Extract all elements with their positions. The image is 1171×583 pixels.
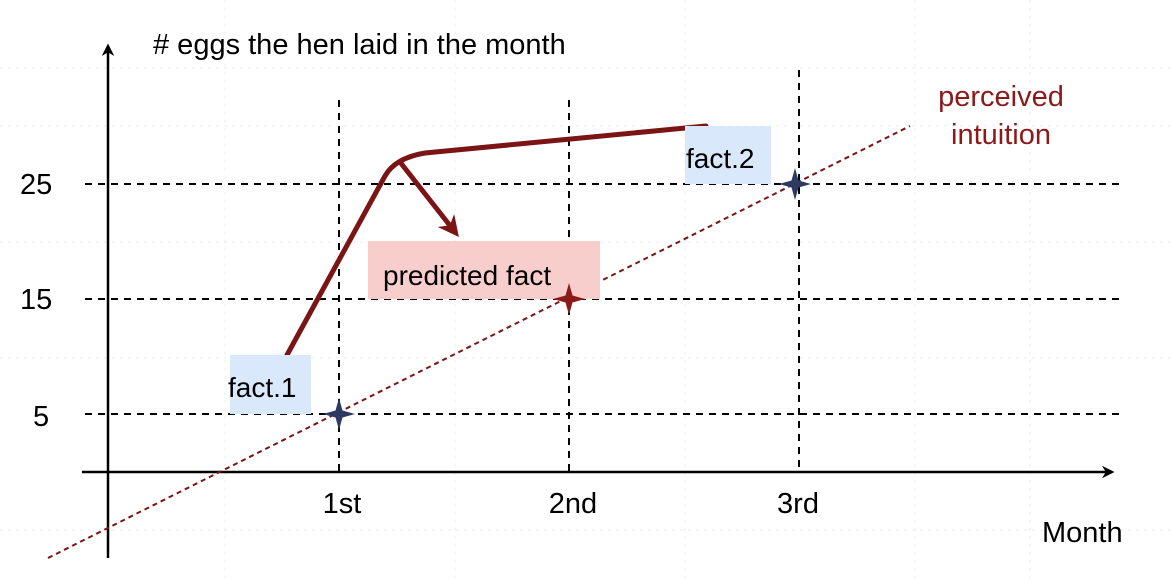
fact2-label: fact.2	[686, 143, 754, 174]
y-axis-title: # eggs the hen laid in the month	[153, 29, 566, 61]
fact1-label: fact.1	[228, 372, 296, 403]
x-tick-2nd: 2nd	[549, 488, 597, 520]
fact2-star	[779, 168, 811, 200]
predicted-fact-label: predicted fact	[383, 260, 551, 291]
predicted-fact-box	[368, 241, 600, 299]
x-tick-1st: 1st	[323, 488, 362, 520]
x-tick-3rd: 3rd	[777, 488, 819, 520]
perceived-intuition-label-line2: intuition	[951, 119, 1051, 151]
y-tick-25: 25	[20, 169, 52, 201]
actual-curve	[284, 123, 709, 358]
fact1-box	[230, 355, 311, 414]
predicted-fact-star	[553, 283, 585, 315]
x-axis-title: Month	[1042, 517, 1123, 549]
prediction-arrow	[398, 160, 459, 237]
fact2-box	[685, 126, 771, 184]
y-tick-15: 15	[20, 284, 52, 316]
perceived-intuition-line	[47, 125, 911, 559]
fact1-star	[323, 398, 355, 430]
y-tick-5: 5	[33, 401, 49, 433]
perceived-intuition-label-line1: perceived	[938, 81, 1064, 113]
